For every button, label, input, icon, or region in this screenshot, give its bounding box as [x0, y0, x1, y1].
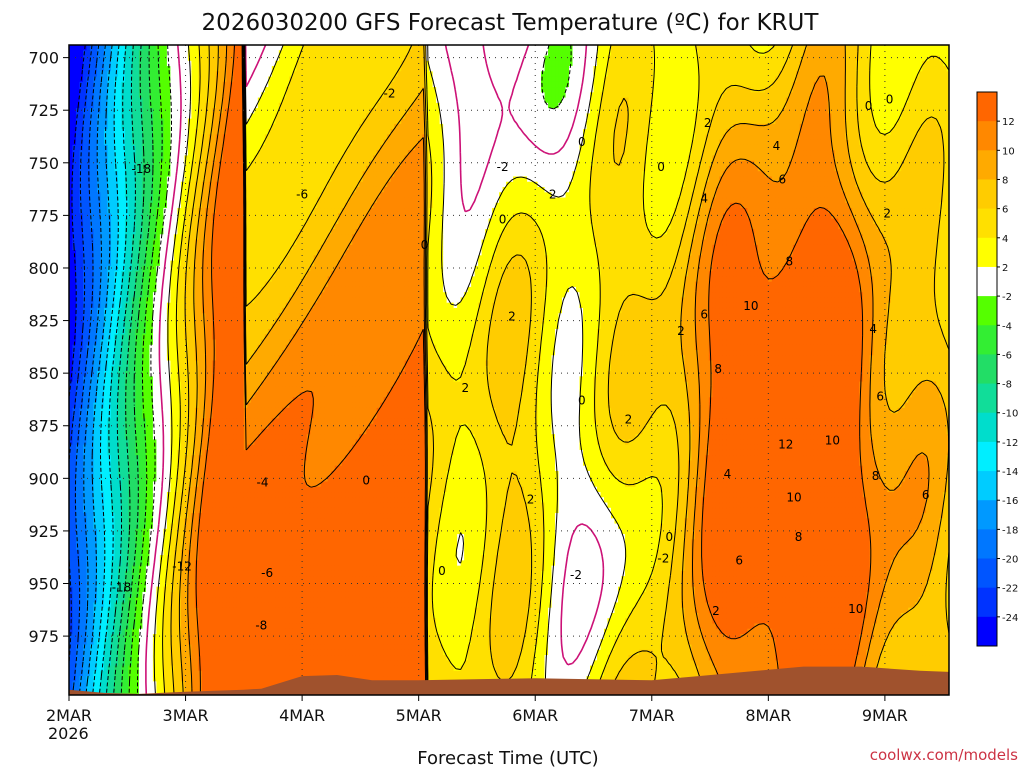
temperature-cell	[128, 697, 132, 703]
temperature-cell	[139, 697, 143, 703]
temperature-cell	[90, 697, 94, 703]
temperature-fill-layer	[69, 45, 954, 703]
temperature-cell	[195, 697, 199, 703]
temperature-cell	[93, 697, 97, 703]
temperature-cell	[125, 697, 129, 703]
temperature-cell	[191, 697, 195, 703]
temperature-cell	[135, 697, 139, 703]
temperature-cell	[76, 697, 80, 703]
temperature-cell	[118, 697, 122, 703]
temperature-cell	[177, 697, 181, 703]
temperature-cell	[184, 697, 188, 703]
temperature-cell	[97, 697, 101, 703]
temperature-cell	[100, 697, 104, 703]
temperature-cell	[79, 697, 83, 703]
temperature-cell	[149, 697, 153, 703]
temperature-cell	[146, 697, 150, 703]
chart-title: 2026030200 GFS Forecast Temperature (ºC)…	[202, 10, 820, 36]
temperature-cell	[188, 697, 192, 703]
temperature-cell	[142, 697, 146, 703]
temperature-cell	[111, 697, 115, 703]
temperature-cell	[114, 697, 118, 703]
temperature-cell	[69, 697, 73, 703]
temperature-cell	[86, 697, 90, 703]
temperature-cell	[121, 697, 125, 703]
temperature-cell	[104, 697, 108, 703]
temperature-cell	[181, 697, 185, 703]
temperature-cell	[163, 697, 167, 703]
temperature-cell	[170, 697, 174, 703]
temperature-cell	[167, 697, 171, 703]
temperature-cell	[202, 697, 206, 703]
temperature-cell	[174, 697, 178, 703]
temperature-cell	[73, 697, 77, 703]
temperature-cell	[160, 697, 164, 703]
temperature-cell	[198, 697, 202, 703]
temperature-cell	[156, 697, 160, 703]
temperature-cell	[83, 697, 87, 703]
temperature-cell	[107, 697, 111, 703]
temperature-cell	[132, 697, 136, 703]
temperature-cell	[153, 697, 157, 703]
